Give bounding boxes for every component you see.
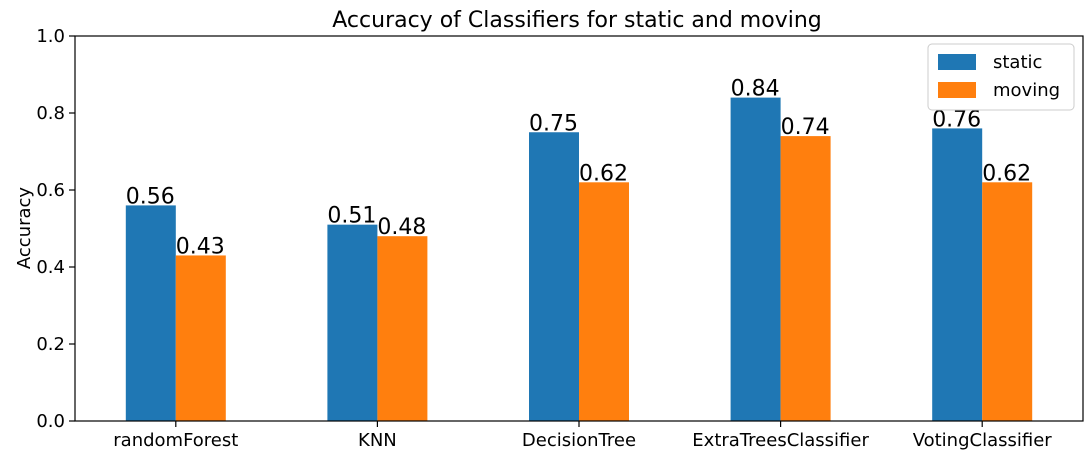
chart-title: Accuracy of Classifiers for static and m… xyxy=(332,8,821,33)
data-label-static-KNN: 0.51 xyxy=(327,204,376,229)
data-label-static-VotingClassifier: 0.76 xyxy=(932,107,981,132)
bar-static-randomForest xyxy=(125,205,176,421)
x-tick-label: KNN xyxy=(358,430,397,451)
bar-moving-VotingClassifier xyxy=(982,182,1033,421)
bar-moving-ExtraTreesClassifier xyxy=(780,136,831,421)
axes-frame xyxy=(74,35,1084,422)
legend: static moving xyxy=(927,43,1075,111)
plot-area: 0.56 0.51 0.75 0.84 0.76 0.43 0.48 0.62 0.74 0.62… xyxy=(36,26,1084,451)
bar-static-DecisionTree xyxy=(529,132,579,421)
bar-moving-DecisionTree xyxy=(579,182,629,421)
y-tick-label: 1.0 xyxy=(36,26,65,47)
data-label-moving-ExtraTreesClassifier: 0.74 xyxy=(781,115,830,140)
data-label-moving-VotingClassifier: 0.62 xyxy=(982,161,1031,186)
bar-moving-KNN xyxy=(377,236,428,421)
y-axis-label: Accuracy xyxy=(14,187,35,270)
data-label-static-DecisionTree: 0.75 xyxy=(529,111,578,136)
legend-label-moving: moving xyxy=(993,80,1060,101)
data-label-moving-DecisionTree: 0.62 xyxy=(579,161,628,186)
x-tick-label: randomForest xyxy=(113,430,238,451)
y-tick-label: 0.2 xyxy=(36,334,65,355)
legend-label-static: static xyxy=(993,52,1042,73)
x-tick-label: DecisionTree xyxy=(522,430,636,451)
x-tick-label: ExtraTreesClassifier xyxy=(692,430,869,451)
data-label-static-ExtraTreesClassifier: 0.84 xyxy=(731,77,780,102)
y-tick-label: 0.0 xyxy=(36,411,65,432)
data-label-moving-randomForest: 0.43 xyxy=(176,234,225,259)
bar-static-KNN xyxy=(327,224,378,421)
y-tick-label: 0.8 xyxy=(36,103,65,124)
data-label-static-randomForest: 0.56 xyxy=(126,184,175,209)
y-tick-label: 0.4 xyxy=(36,257,65,278)
bar-static-VotingClassifier xyxy=(932,128,983,421)
legend-swatch-static xyxy=(938,54,976,70)
bar-moving-randomForest xyxy=(175,255,226,421)
x-tick-label: VotingClassifier xyxy=(913,430,1053,451)
legend-swatch-moving xyxy=(938,82,976,98)
data-label-moving-KNN: 0.48 xyxy=(377,215,426,240)
bar-static-ExtraTreesClassifier xyxy=(730,97,781,421)
y-tick-label: 0.6 xyxy=(36,180,65,201)
